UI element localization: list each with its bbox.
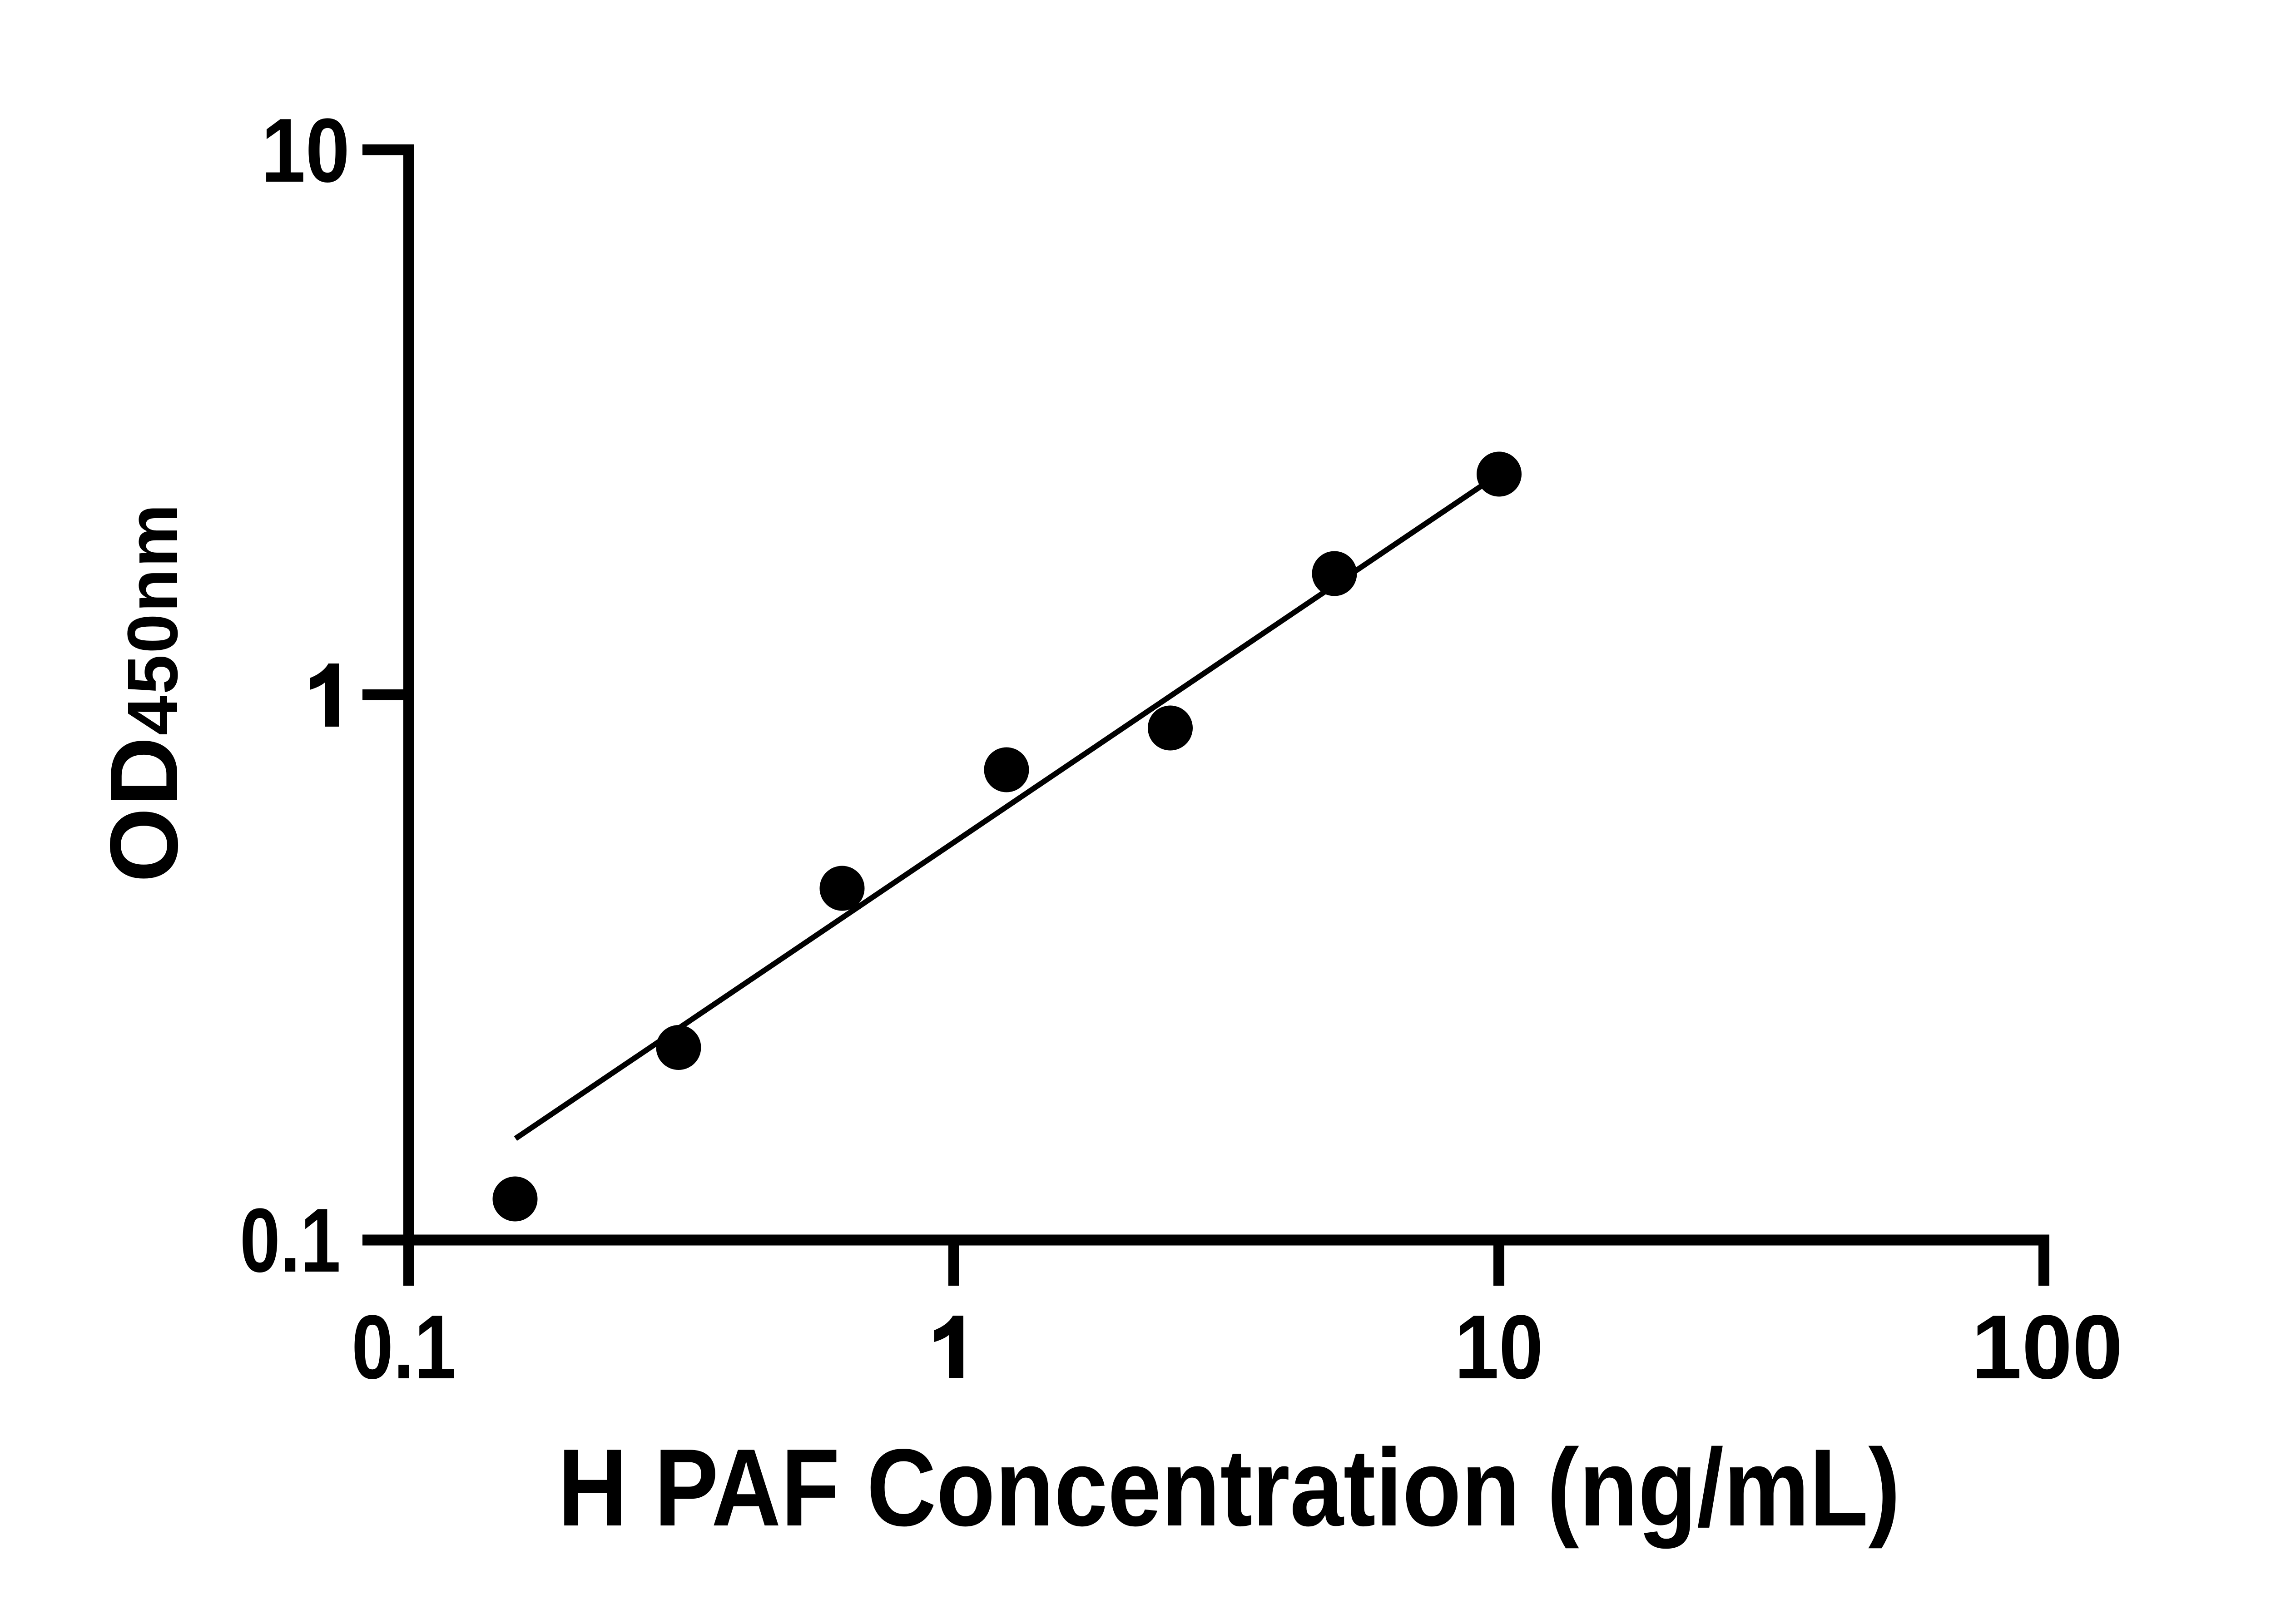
svg-text:OD450nm: OD450nm <box>90 503 198 882</box>
svg-text:100: 100 <box>1971 1297 2123 1398</box>
svg-text:10: 10 <box>261 100 350 201</box>
svg-text:10: 10 <box>1455 1297 1543 1398</box>
svg-text:0.1: 0.1 <box>240 1190 341 1291</box>
svg-text:H PAF Concentration (ng/mL): H PAF Concentration (ng/mL) <box>558 1426 1900 1549</box>
svg-text:0.1: 0.1 <box>352 1297 456 1398</box>
